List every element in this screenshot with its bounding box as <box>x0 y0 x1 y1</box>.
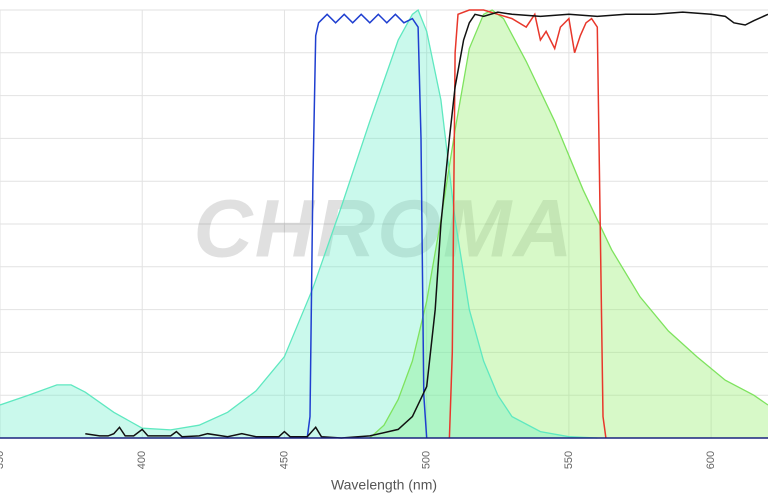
x-tick-label: 400 <box>136 451 148 469</box>
line <box>85 11 768 439</box>
line <box>0 8 598 439</box>
line <box>448 9 607 439</box>
line <box>306 13 428 439</box>
x-tick-label: 550 <box>563 451 575 469</box>
line <box>369 9 768 439</box>
x-tick-label: 600 <box>705 451 717 469</box>
watermark: CHROMA <box>194 184 575 275</box>
area <box>369 10 768 438</box>
area <box>0 10 598 438</box>
x-tick-label: 450 <box>278 451 290 469</box>
x-tick-label: 500 <box>421 451 433 469</box>
x-axis-label: Wavelength (nm) <box>331 477 437 493</box>
x-tick-label: 350 <box>0 451 6 469</box>
